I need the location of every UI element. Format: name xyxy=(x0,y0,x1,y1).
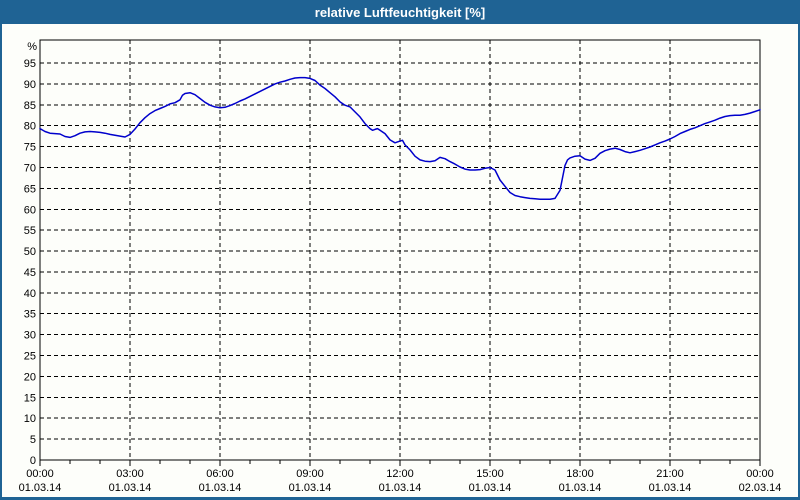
x-tick-time-label: 18:00 xyxy=(566,468,594,480)
x-tick-time-label: 12:00 xyxy=(386,468,414,480)
x-tick-date-label: 02.03.14 xyxy=(739,482,782,494)
x-tick-time-label: 09:00 xyxy=(296,468,324,480)
x-tick-time-label: 21:00 xyxy=(656,468,684,480)
y-tick-label-40: 40 xyxy=(24,288,36,300)
y-tick-label-10: 10 xyxy=(24,413,36,425)
y-tick-label-45: 45 xyxy=(24,267,36,279)
y-tick-label-25: 25 xyxy=(24,351,36,363)
y-tick-label-30: 30 xyxy=(24,330,36,342)
y-tick-label-95: 95 xyxy=(24,58,36,70)
x-tick-date-label: 01.03.14 xyxy=(559,482,602,494)
y-tick-label-5: 5 xyxy=(30,434,36,446)
x-tick-date-label: 01.03.14 xyxy=(19,482,62,494)
y-tick-label-55: 55 xyxy=(24,225,36,237)
chart-title: relative Luftfeuchtigkeit [%] xyxy=(314,4,486,20)
x-tick-date-label: 01.03.14 xyxy=(109,482,152,494)
x-tick-time-label: 00:00 xyxy=(746,468,774,480)
x-tick-time-label: 03:00 xyxy=(116,468,144,480)
x-tick-time-label: 15:00 xyxy=(476,468,504,480)
x-tick-date-label: 01.03.14 xyxy=(379,482,422,494)
y-axis-unit-label: % xyxy=(27,41,37,53)
y-tick-label-75: 75 xyxy=(24,142,36,154)
y-tick-label-50: 50 xyxy=(24,246,36,258)
plot-frame xyxy=(39,39,761,461)
y-tick-label-35: 35 xyxy=(24,309,36,321)
x-tick-date-label: 01.03.14 xyxy=(649,482,692,494)
humidity-series-line xyxy=(39,76,761,200)
y-tick-label-90: 90 xyxy=(24,79,36,91)
x-tick-time-label: 06:00 xyxy=(206,468,234,480)
x-tick-date-label: 01.03.14 xyxy=(199,482,242,494)
x-tick-date-label: 01.03.14 xyxy=(289,482,332,494)
x-tick-time-label: 00:00 xyxy=(26,468,54,480)
y-tick-label-85: 85 xyxy=(24,100,36,112)
y-tick-label-80: 80 xyxy=(24,121,36,133)
x-tick-date-label: 01.03.14 xyxy=(469,482,512,494)
y-tick-label-60: 60 xyxy=(24,204,36,216)
y-tick-label-0: 0 xyxy=(30,455,36,467)
y-tick-label-70: 70 xyxy=(24,162,36,174)
y-tick-label-20: 20 xyxy=(24,371,36,383)
window-titlebar: relative Luftfeuchtigkeit [%] xyxy=(0,0,800,24)
y-tick-label-15: 15 xyxy=(24,392,36,404)
y-tick-label-65: 65 xyxy=(24,183,36,195)
